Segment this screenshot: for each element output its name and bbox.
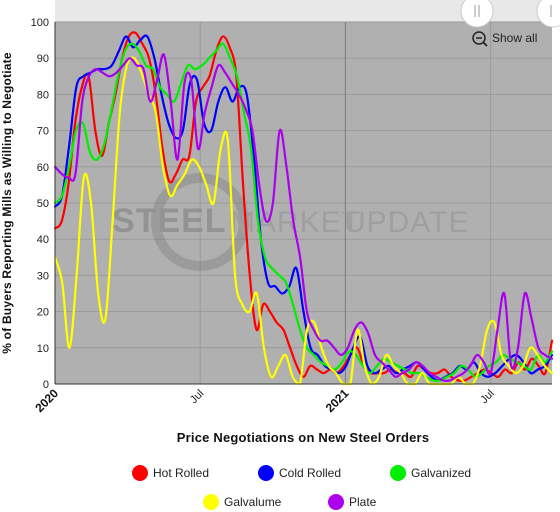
range-handle-left[interactable] <box>460 0 494 28</box>
watermark-text-update: UPDATE <box>344 206 469 239</box>
watermark-globe-icon <box>151 173 249 271</box>
range-handle-right[interactable] <box>536 0 560 28</box>
legend-label: Hot Rolled <box>153 466 209 480</box>
y-tick-label: 20 <box>37 307 49 319</box>
legend-marker <box>258 465 274 481</box>
legend-item-cold-rolled[interactable]: Cold Rolled <box>258 465 341 481</box>
legend-item-hot-rolled[interactable]: Hot Rolled <box>132 465 209 481</box>
y-tick-label: 30 <box>37 270 49 282</box>
y-tick-label: 10 <box>37 343 49 355</box>
legend-item-galvalume[interactable]: Galvalume <box>203 494 282 510</box>
y-axis-title: % of Buyers Reporting Mills as Willing t… <box>0 52 14 354</box>
y-tick-label: 100 <box>31 17 49 29</box>
series-line-galvanized <box>53 42 554 382</box>
y-tick-label: 40 <box>37 234 49 246</box>
x-tick-label: Jul <box>478 388 496 406</box>
legend-label: Galvalume <box>224 495 282 509</box>
show-all-button[interactable]: Show all <box>472 31 537 47</box>
y-tick-label: 0 <box>43 379 49 391</box>
y-tick-label: 60 <box>37 162 49 174</box>
y-tick-label: 80 <box>37 89 49 101</box>
legend-marker <box>132 465 148 481</box>
legend-item-plate[interactable]: Plate <box>328 494 377 510</box>
x-tick-label: 2020 <box>32 386 61 415</box>
legend-label: Plate <box>349 495 377 509</box>
zoom-out-icon <box>472 31 486 45</box>
watermark-text-steel: STEEL <box>112 202 227 240</box>
x-tick-label: 2021 <box>323 386 352 415</box>
x-axis-ticks: 2020 Jul 2021 Jul <box>32 386 496 415</box>
series-line-plate <box>53 53 554 382</box>
x-axis-title: Price Negotiations on New Steel Orders <box>177 430 430 445</box>
legend-label: Cold Rolled <box>279 466 341 480</box>
x-tick-label: Jul <box>188 388 206 406</box>
y-tick-label: 90 <box>37 53 49 65</box>
y-tick-label: 70 <box>37 126 49 138</box>
y-tick-label: 50 <box>37 198 49 210</box>
legend-marker <box>390 465 406 481</box>
legend-marker <box>203 494 219 510</box>
legend-marker <box>328 494 344 510</box>
range-selector-strip[interactable] <box>55 0 552 22</box>
y-axis-ticks: 0 10 20 30 40 50 60 70 80 90 100 <box>31 17 49 391</box>
legend-item-galvanized[interactable]: Galvanized <box>390 465 471 481</box>
show-all-label: Show all <box>492 31 537 45</box>
legend-label: Galvanized <box>411 466 471 480</box>
legend: Hot Rolled Cold Rolled Galvanized Galvalume… <box>132 465 471 510</box>
watermark: STEEL MARKET UPDATE <box>112 173 469 271</box>
